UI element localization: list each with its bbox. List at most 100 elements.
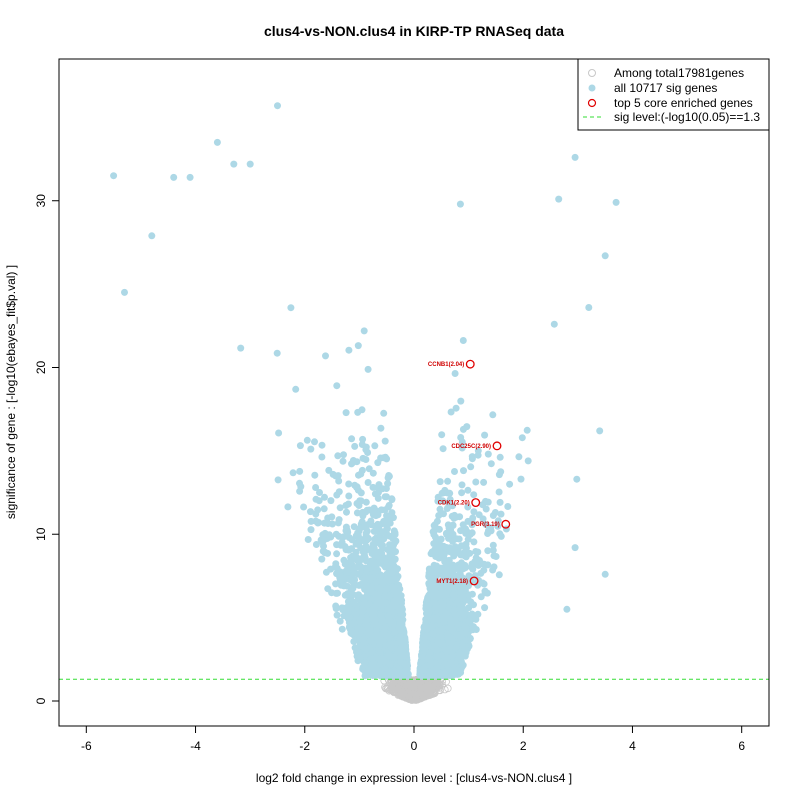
sig-point: [350, 599, 358, 607]
sig-point: [296, 487, 304, 495]
sig-point: [504, 503, 512, 510]
sig-point: [451, 584, 459, 592]
sig-point: [369, 655, 377, 663]
sig-point: [353, 500, 361, 507]
sig-point: [379, 657, 387, 665]
sig-point: [461, 552, 469, 560]
sig-point: [343, 526, 351, 534]
sig-point: [448, 652, 456, 660]
sig-point: [451, 543, 459, 551]
sig-point: [300, 503, 308, 511]
sig-point: [385, 501, 393, 509]
sig-point: [328, 589, 336, 597]
sig-point: [484, 561, 492, 569]
sig-point: [380, 557, 388, 564]
sig-point: [353, 509, 361, 517]
sig-point: [367, 517, 375, 525]
sig-point: [307, 508, 314, 516]
sig-point: [482, 497, 489, 505]
sig-point: [237, 344, 245, 352]
sig-point: [381, 506, 389, 514]
sig-point: [362, 646, 370, 654]
sig-point: [318, 441, 326, 449]
sig-point: [440, 616, 448, 624]
sig-point: [452, 404, 460, 412]
sig-point: [363, 616, 371, 624]
sig-point: [369, 483, 377, 491]
sig-point: [338, 625, 346, 633]
sig-point: [387, 553, 395, 561]
sig-point: [460, 467, 467, 475]
sig-point: [362, 443, 370, 451]
sig-point: [428, 548, 436, 556]
sig-point: [495, 471, 503, 479]
sig-point: [335, 516, 343, 524]
sig-point: [362, 529, 370, 537]
sig-point: [367, 638, 375, 645]
sig-point: [466, 616, 473, 624]
sig-point: [450, 565, 458, 573]
sig-point: [356, 555, 364, 563]
sig-point: [351, 442, 359, 450]
sig-point: [484, 547, 492, 555]
sig-point: [341, 560, 349, 568]
sig-point: [395, 667, 403, 675]
sig-point: [371, 442, 379, 450]
sig-point: [362, 456, 370, 463]
sig-point: [333, 570, 341, 578]
sig-point: [518, 434, 526, 442]
sig-point: [273, 349, 281, 357]
sig-point: [367, 574, 375, 582]
sig-point: [364, 365, 372, 373]
sig-point: [449, 537, 457, 545]
nonsig-point: [404, 691, 412, 699]
sig-point: [496, 498, 504, 506]
sig-point: [324, 514, 332, 522]
sig-point: [336, 617, 344, 625]
sig-point: [311, 438, 318, 446]
sig-point: [379, 485, 386, 493]
sig-point: [334, 472, 342, 480]
sig-point: [374, 459, 382, 467]
sig-point: [320, 505, 328, 513]
sig-point: [459, 337, 467, 344]
sig-point: [457, 563, 465, 571]
sig-point: [451, 370, 459, 377]
sig-point: [452, 644, 460, 652]
sig-point: [358, 609, 366, 617]
sig-point: [360, 327, 368, 335]
sig-point: [417, 672, 425, 680]
sig-point: [353, 458, 361, 466]
sig-point: [312, 484, 320, 491]
sig-point: [438, 639, 446, 647]
sig-point: [368, 550, 376, 557]
sig-point: [379, 580, 387, 588]
sig-point: [375, 669, 383, 677]
sig-point: [517, 475, 525, 483]
sig-point: [336, 504, 344, 512]
sig-point: [357, 565, 365, 573]
nonsig-point: [414, 692, 422, 700]
sig-point: [447, 620, 455, 628]
sig-point: [342, 409, 350, 417]
nonsig-point: [421, 689, 429, 697]
sig-point: [429, 630, 437, 638]
sig-point: [373, 627, 380, 635]
sig-point: [441, 645, 449, 653]
sig-point: [436, 478, 444, 486]
sig-point: [392, 575, 400, 583]
sig-point: [344, 598, 352, 605]
sig-point: [462, 527, 470, 535]
sig-point: [318, 555, 326, 563]
sig-point: [361, 576, 369, 584]
sig-point: [468, 518, 476, 526]
sig-point: [436, 505, 444, 513]
sig-point: [377, 424, 385, 432]
sig-point: [523, 426, 531, 434]
sig-point: [312, 510, 320, 518]
sig-point: [477, 593, 485, 601]
sig-point: [289, 469, 297, 477]
sig-point: [438, 553, 446, 561]
nonsig-point: [389, 687, 398, 695]
sig-point: [354, 531, 362, 539]
